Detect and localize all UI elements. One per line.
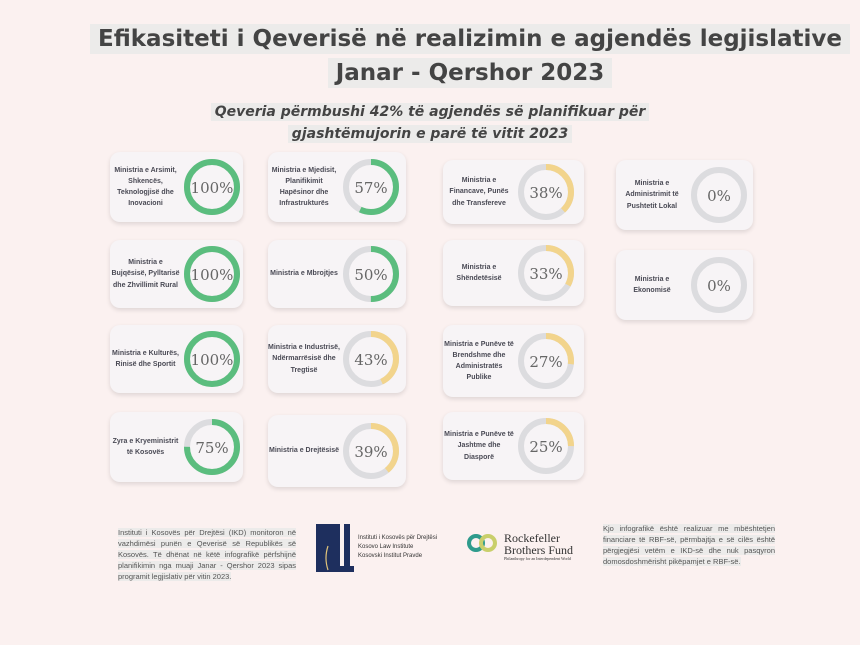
ministry-card: Ministria e Punëve të Brendshme dhe Admi…: [443, 325, 584, 397]
progress-ring: 0%: [691, 257, 747, 313]
rbf-name-2: Brothers Fund: [504, 543, 573, 557]
ministry-name: Ministria e Arsimit, Shkencës, Teknologj…: [114, 166, 177, 208]
progress-ring: 57%: [343, 159, 399, 215]
rbf-logo-text: Rockefeller Brothers Fund Philanthropy f…: [504, 532, 573, 561]
ministry-name: Ministria e Drejtësisë: [268, 447, 340, 455]
ministry-card: Ministria e Arsimit, Shkencës, Teknologj…: [110, 152, 243, 222]
ring-progress: [184, 159, 240, 215]
ikd-logo-text: Instituti i Kosovës për Drejtësi Kosovo …: [358, 534, 437, 561]
footer-right-text: Kjo infografikë është realizuar me mbësh…: [603, 524, 775, 566]
percent-label: 50%: [354, 266, 387, 284]
ministry-name: Ministria e Bujqësisë, Pylltarisë dhe Zh…: [111, 259, 180, 289]
progress-ring: 39%: [343, 423, 399, 479]
ministry-name: Ministria e Punëve të Brendshme dhe Admi…: [444, 340, 514, 382]
ministry-card: Ministria e Ekonomisë 0%: [616, 250, 753, 320]
ministry-card: Ministria e Shëndetësisë 33%: [443, 240, 584, 306]
progress-ring: 100%: [184, 159, 240, 215]
progress-ring: 75%: [184, 419, 240, 475]
rbf-tagline: Philanthropy for an Interdependent World: [504, 556, 571, 561]
ring-progress: [343, 246, 399, 302]
percent-label: 0%: [707, 187, 731, 205]
ministry-card: Ministria e Kulturës, Rinisë dhe Sportit…: [110, 325, 243, 393]
ring-progress: [343, 159, 399, 215]
percent-label: 43%: [354, 351, 387, 369]
progress-ring: 33%: [518, 245, 574, 301]
percent-label: 100%: [191, 351, 234, 369]
ring-progress: [518, 245, 574, 301]
percent-label: 33%: [529, 265, 562, 283]
progress-ring: 25%: [518, 418, 574, 474]
percent-label: 39%: [354, 443, 387, 461]
ministry-name: Zyra e Kryeministrit të Kosovës: [112, 437, 179, 456]
ministry-card: Ministria e Financave, Punës dhe Transfe…: [443, 160, 584, 224]
footer-left-text: Instituti i Kosovës për Drejtësi (IKD) m…: [118, 528, 296, 581]
rbf-name-1: Rockefeller: [504, 531, 560, 545]
subtitle-line-2: gjashtëmujorin e parë të vitit 2023: [287, 125, 573, 143]
percent-label: 57%: [354, 179, 387, 197]
subtitle-line-1: Qeveria përmbushi 42% të agjendës së pla…: [210, 103, 650, 121]
ring-progress: [518, 418, 574, 474]
percent-label: 100%: [191, 266, 234, 284]
ring-progress: [184, 419, 240, 475]
ministry-card: Ministria e Punëve të Jashtme dhe Diaspo…: [443, 412, 584, 480]
ministry-name: Ministria e Industrisë, Ndërmarrësisë dh…: [268, 344, 340, 374]
title-line-2: Janar - Qershor 2023: [327, 58, 613, 88]
ministry-card: Ministria e Industrisë, Ndërmarrësisë dh…: [268, 325, 406, 393]
ministry-name: Ministria e Mjedisit, Planifikimit Hapës…: [271, 166, 337, 208]
ring-track: [691, 167, 747, 223]
percent-label: 25%: [529, 438, 562, 456]
ministry-name: Ministria e Mbrojtjes: [270, 270, 338, 278]
ministry-name: Ministria e Kulturës, Rinisë dhe Sportit: [112, 349, 179, 368]
ring-progress: [518, 333, 574, 389]
ikd-name-sq: Instituti i Kosovës për Drejtësi: [358, 535, 438, 541]
ikd-name-en: Kosovo Law Institute: [358, 544, 414, 550]
ministry-card: Ministria e Bujqësisë, Pylltarisë dhe Zh…: [110, 240, 243, 308]
progress-ring: 43%: [343, 331, 399, 387]
ministry-name: Ministria e Punëve të Jashtme dhe Diaspo…: [444, 431, 514, 461]
footer-ikd-text: Instituti i Kosovës për Drejtësi (IKD) m…: [118, 528, 296, 582]
progress-ring: 100%: [184, 246, 240, 302]
percent-label: 75%: [195, 439, 228, 457]
progress-ring: 38%: [518, 164, 574, 220]
ministry-name: Ministria e Shëndetësisë: [456, 263, 502, 282]
ministry-card: Ministria e Drejtësisë 39%: [268, 415, 406, 487]
ring-progress: [518, 164, 574, 220]
ministry-card: Ministria e Mjedisit, Planifikimit Hapës…: [268, 152, 406, 222]
ring-progress: [184, 331, 240, 387]
progress-ring: 0%: [691, 167, 747, 223]
progress-ring: 50%: [343, 246, 399, 302]
percent-label: 0%: [707, 277, 731, 295]
subtitle-2: gjashtëmujorin e parë të vitit 2023: [0, 125, 860, 143]
progress-ring: 100%: [184, 331, 240, 387]
ring-progress: [343, 423, 399, 479]
ring-progress: [343, 331, 399, 387]
footer-rbf-disclaimer: Kjo infografikë është realizuar me mbësh…: [603, 524, 775, 568]
ministry-name: Ministria e Administrimit të Pushtetit L…: [625, 180, 679, 210]
ministry-card: Ministria e Administrimit të Pushtetit L…: [616, 160, 753, 230]
ring-track: [691, 257, 747, 313]
ikd-name-sr: Kosovski Institut Pravde: [358, 553, 423, 559]
page-title-period: Janar - Qershor 2023: [40, 58, 860, 88]
rbf-logo-icon: [467, 534, 497, 552]
title-line-1: Efikasiteti i Qeverisë në realizimin e a…: [90, 24, 850, 54]
percent-label: 27%: [529, 353, 562, 371]
subtitle: Qeveria përmbushi 42% të agjendës së pla…: [0, 103, 860, 121]
progress-ring: 27%: [518, 333, 574, 389]
percent-label: 38%: [529, 184, 562, 202]
ring-progress: [184, 246, 240, 302]
ministry-name: Ministria e Ekonomisë: [633, 275, 671, 294]
page-title: Efikasiteti i Qeverisë në realizimin e a…: [40, 24, 860, 54]
ikd-logo-icon: [316, 524, 354, 572]
rbf-logo: [466, 532, 498, 559]
percent-label: 100%: [191, 179, 234, 197]
ministry-card: Zyra e Kryeministrit të Kosovës 75%: [110, 412, 243, 482]
ikd-logo: [316, 524, 354, 572]
ministry-card: Ministria e Mbrojtjes 50%: [268, 240, 406, 308]
ministry-name: Ministria e Financave, Punës dhe Transfe…: [449, 177, 509, 207]
